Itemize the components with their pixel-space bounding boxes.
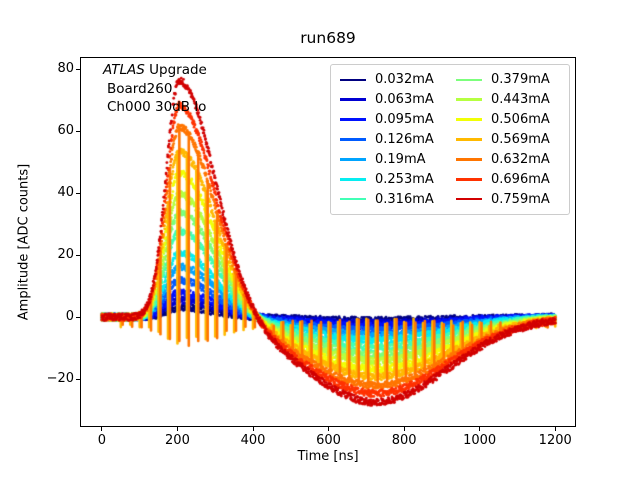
legend-item: 0.063mA [335,90,451,110]
legend-line-swatch [456,118,482,121]
legend-label: 0.506mA [491,112,550,128]
legend-line-swatch [456,138,482,141]
x-tick-mark [252,427,254,431]
x-tick-mark [101,427,103,431]
y-tick-label: −20 [46,371,74,386]
legend-item: 0.032mA [335,70,451,90]
x-tick-label: 200 [165,433,190,448]
x-tick-mark [328,427,330,431]
legend-item: 0.253mA [335,169,451,189]
legend-item: 0.379mA [451,70,567,90]
legend-label: 0.063mA [375,92,434,108]
legend-label: 0.696mA [491,171,550,187]
legend-item: 0.632mA [451,149,567,169]
x-tick-label: 0 [97,433,107,448]
legend-label: 0.443mA [491,92,550,108]
legend-label: 0.316mA [375,191,434,207]
legend-label: 0.253mA [375,171,434,187]
annotation-experiment: ATLAS [103,62,145,78]
legend-line-swatch [456,197,482,201]
legend-line-swatch [340,158,366,161]
annotation: ATLAS Upgrade Board260 Ch000 30dB lo [103,61,207,117]
y-tick-label: 40 [57,185,74,201]
legend-label: 0.759mA [491,191,550,207]
annotation-line-1: ATLAS Upgrade [103,61,207,80]
x-tick-label: 1000 [463,433,497,448]
legend-item: 0.095mA [335,110,451,130]
legend-label: 0.095mA [375,112,434,128]
legend-item: 0.316mA [335,189,451,209]
y-tick-mark [76,316,80,318]
legend-label: 0.569mA [491,131,550,147]
chart-title: run689 [300,29,356,47]
x-tick-mark [479,427,481,431]
legend-item: 0.569mA [451,130,567,150]
legend-line-swatch [456,98,482,102]
legend-item: 0.696mA [451,169,567,189]
legend-line-swatch [340,78,366,82]
y-tick-mark [76,130,80,132]
x-tick-mark [554,427,556,431]
legend-label: 0.19mA [375,151,426,167]
y-tick-label: 0 [65,309,74,325]
legend-line-swatch [340,118,366,121]
x-tick-label: 400 [240,433,266,448]
y-tick-mark [76,192,80,194]
y-tick-label: 80 [57,61,74,77]
legend-line-swatch [340,98,366,102]
y-tick-label: 60 [57,123,74,139]
y-tick-mark [76,254,80,256]
x-tick-label: 800 [391,433,417,448]
y-tick-mark [76,68,80,70]
x-tick-mark [176,427,178,431]
legend-item: 0.19mA [335,149,451,169]
legend-label: 0.032mA [375,72,434,88]
annotation-line-2: Board260 [107,80,173,97]
y-tick-label: 20 [57,247,74,263]
annotation-line-3: Ch000 30dB lo [107,99,207,115]
annotation-upgrade: Upgrade [144,62,207,78]
x-tick-label: 1200 [538,433,572,448]
legend-line-swatch [456,177,482,181]
legend-item: 0.759mA [451,189,567,209]
x-axis-label: Time [ns] [297,449,359,464]
legend-item: 0.126mA [335,130,451,150]
legend-item: 0.443mA [451,90,567,110]
legend-line-swatch [456,158,482,161]
legend-line-swatch [340,138,366,141]
legend-line-swatch [340,177,366,181]
legend-label: 0.379mA [491,72,550,88]
x-tick-label: 600 [316,433,341,448]
y-tick-mark [76,378,80,380]
x-tick-mark [403,427,405,431]
legend-item: 0.506mA [451,110,567,130]
legend-line-swatch [456,78,482,82]
legend: 0.032mA 0.063mA 0.095mA 0.126mA 0.19mA 0.253m… [330,64,570,215]
legend-label: 0.126mA [375,131,434,147]
legend-label: 0.632mA [491,151,550,167]
legend-line-swatch [340,197,366,201]
